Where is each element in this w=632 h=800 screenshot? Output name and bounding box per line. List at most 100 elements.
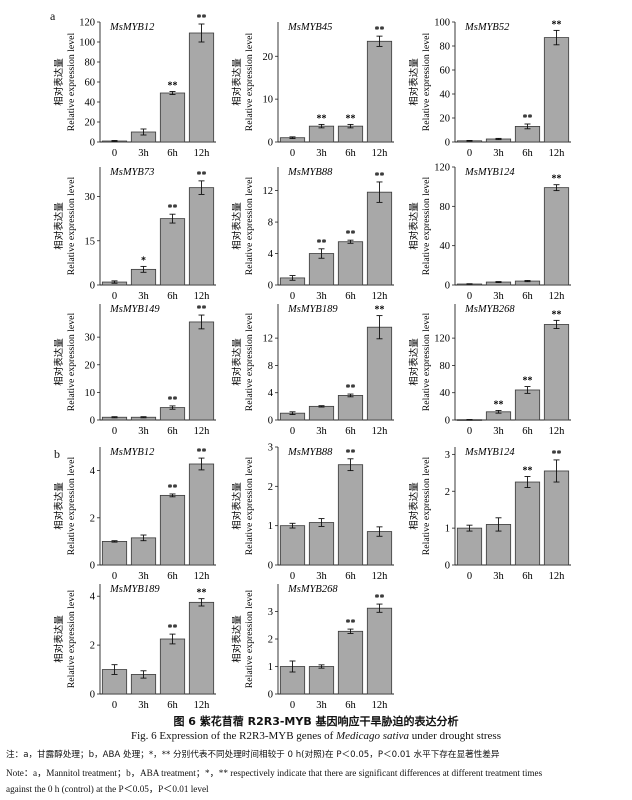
bar	[308, 666, 335, 695]
bar	[130, 537, 157, 566]
y-tick-label: 0	[445, 416, 450, 427]
y-tick-label: 100	[79, 38, 95, 49]
y-tick-label: 0	[268, 416, 273, 427]
y-axis-label-cn: 相对表达量	[231, 482, 243, 530]
x-tick-label: 0	[290, 426, 295, 437]
bar	[366, 531, 393, 566]
y-axis-label-en: Relative expression level	[66, 176, 77, 275]
significance-mark: **	[494, 399, 504, 410]
y-tick-label: 12	[263, 186, 274, 197]
x-tick-label: 12h	[549, 571, 566, 582]
y-tick-label: 12	[263, 334, 274, 345]
y-tick-label: 20	[85, 118, 96, 129]
bar	[366, 607, 393, 695]
bar	[101, 541, 128, 566]
x-tick-label: 0	[467, 291, 472, 302]
x-tick-label: 6h	[522, 571, 533, 582]
y-tick-label: 0	[90, 416, 95, 427]
bar	[366, 40, 393, 143]
x-tick-label: 6h	[167, 571, 178, 582]
x-tick-label: 3h	[493, 291, 504, 302]
x-tick-label: 6h	[167, 148, 178, 159]
x-tick-label: 6h	[167, 291, 178, 302]
y-tick-label: 2	[445, 487, 450, 498]
chart-title: MsMYB88	[287, 447, 333, 458]
chart-title: MsMYB12	[109, 22, 155, 33]
x-tick-label: 12h	[194, 426, 211, 437]
x-tick-label: 12h	[372, 148, 389, 159]
y-tick-label: 40	[440, 241, 451, 252]
bar	[337, 630, 364, 695]
bar	[279, 525, 306, 566]
bar	[366, 191, 393, 286]
significance-mark: **	[197, 170, 207, 181]
x-tick-label: 3h	[316, 571, 327, 582]
y-tick-label: 10	[85, 388, 96, 399]
y-tick-label: 0	[268, 690, 273, 701]
y-axis-label-en: Relative expression level	[244, 589, 255, 688]
chart-title: MsMYB12	[109, 447, 155, 458]
bar	[337, 125, 364, 143]
x-tick-label: 3h	[138, 291, 149, 302]
chart-title: MsMYB149	[109, 304, 160, 315]
bar	[543, 37, 570, 143]
y-axis-label-en: Relative expression level	[421, 32, 432, 131]
bar	[366, 326, 393, 421]
significance-mark: **	[346, 113, 356, 124]
x-tick-label: 3h	[493, 571, 504, 582]
y-tick-label: 3	[445, 450, 450, 461]
y-tick-label: 3	[268, 443, 273, 454]
y-axis-label-cn: 相对表达量	[408, 482, 420, 530]
x-tick-label: 0	[290, 571, 295, 582]
bar	[308, 522, 335, 566]
significance-mark: **	[375, 305, 385, 316]
bar	[159, 218, 186, 286]
y-axis-label-cn: 相对表达量	[408, 202, 420, 250]
significance-mark: **	[552, 19, 562, 30]
bar	[543, 324, 570, 421]
y-axis-label-en: Relative expression level	[244, 176, 255, 275]
y-axis-label-cn: 相对表达量	[53, 202, 65, 250]
chart-title: MsMYB189	[287, 304, 338, 315]
bar	[308, 125, 335, 143]
y-axis-label-cn: 相对表达量	[231, 615, 243, 663]
panel-label-b: b	[54, 447, 60, 461]
x-tick-label: 6h	[167, 426, 178, 437]
x-tick-label: 0	[467, 571, 472, 582]
bar	[188, 32, 215, 143]
x-tick-label: 6h	[345, 426, 356, 437]
y-axis-label-en: Relative expression level	[421, 176, 432, 275]
x-tick-label: 0	[290, 291, 295, 302]
chart-title: MsMYB268	[464, 304, 515, 315]
y-tick-label: 80	[440, 202, 451, 213]
significance-mark: **	[317, 238, 327, 249]
x-tick-label: 12h	[194, 291, 211, 302]
x-tick-label: 0	[112, 700, 117, 711]
bar	[188, 321, 215, 421]
bar	[159, 92, 186, 143]
bar	[543, 187, 570, 286]
significance-mark: **	[346, 229, 356, 240]
x-tick-label: 3h	[138, 571, 149, 582]
x-tick-label: 6h	[522, 426, 533, 437]
chart-title: MsMYB45	[287, 22, 332, 33]
x-tick-label: 3h	[316, 426, 327, 437]
y-tick-label: 80	[85, 58, 96, 69]
y-axis-label-en: Relative expression level	[244, 456, 255, 555]
y-axis-label-cn: 相对表达量	[231, 338, 243, 386]
y-tick-label: 8	[268, 218, 273, 229]
y-axis-label-cn: 相对表达量	[53, 482, 65, 530]
x-tick-label: 12h	[372, 426, 389, 437]
x-tick-label: 3h	[316, 291, 327, 302]
x-tick-label: 0	[290, 148, 295, 159]
significance-mark: **	[168, 623, 178, 634]
y-tick-label: 8	[268, 361, 273, 372]
bar	[514, 389, 541, 421]
significance-mark: **	[375, 593, 385, 604]
chart-title: MsMYB124	[464, 167, 515, 178]
figure-note-en-line2: against the 0 h (control) at the P＜0.05，…	[6, 784, 209, 794]
y-axis-label-en: Relative expression level	[66, 456, 77, 555]
y-tick-label: 0	[268, 561, 273, 572]
y-tick-label: 20	[85, 360, 96, 371]
y-tick-label: 3	[268, 607, 273, 618]
